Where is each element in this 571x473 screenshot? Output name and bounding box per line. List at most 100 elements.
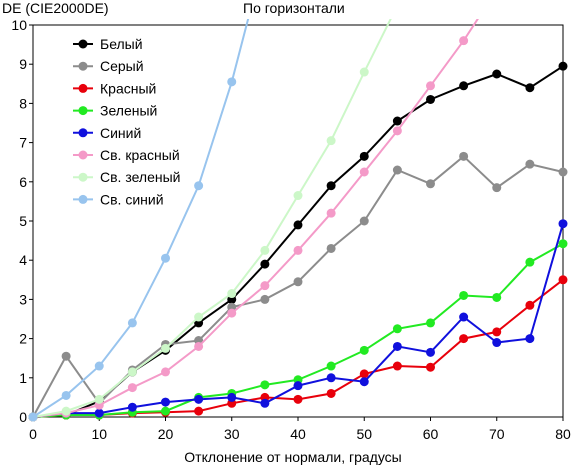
data-point	[326, 373, 336, 383]
data-point	[426, 318, 435, 328]
data-point	[260, 398, 270, 408]
data-point	[94, 394, 104, 404]
data-point	[558, 219, 568, 229]
data-point	[94, 408, 104, 418]
data-point	[227, 77, 237, 87]
data-point	[127, 367, 137, 377]
legend-label: Св. синий	[100, 191, 164, 207]
plot-area	[28, 1, 568, 422]
y-axis-label: DE (CIE2000DE)	[2, 0, 109, 16]
data-point	[326, 361, 336, 371]
data-point	[161, 367, 170, 377]
data-point	[127, 318, 137, 328]
x-tick-label: 10	[91, 426, 107, 442]
data-point	[393, 1, 402, 10]
x-tick-label: 40	[290, 426, 306, 442]
y-tick-label: 0	[19, 409, 27, 425]
data-point	[426, 362, 435, 372]
data-point	[392, 341, 402, 351]
data-point	[194, 341, 204, 351]
legend-marker	[78, 61, 88, 71]
chart-title: По горизонтали	[243, 0, 345, 16]
data-point	[293, 220, 303, 230]
data-point	[127, 402, 137, 412]
data-point	[392, 165, 402, 175]
data-point	[326, 181, 336, 191]
data-point	[61, 390, 71, 400]
x-tick-label: 60	[423, 426, 439, 442]
data-point	[161, 406, 170, 416]
data-point	[194, 394, 204, 404]
y-tick-label: 1	[19, 370, 27, 386]
data-point	[127, 383, 137, 393]
data-point	[260, 294, 270, 304]
data-point	[260, 259, 270, 269]
data-point	[359, 151, 369, 161]
data-point	[293, 277, 303, 287]
data-point	[392, 116, 402, 126]
data-point	[161, 253, 170, 263]
data-point	[492, 327, 502, 337]
data-point	[459, 81, 469, 91]
y-tick-label: 5	[19, 213, 27, 229]
y-tick-label: 4	[19, 252, 27, 268]
data-point	[525, 334, 535, 344]
data-point	[426, 81, 435, 91]
data-point	[293, 191, 303, 201]
data-point	[359, 216, 369, 226]
data-point	[392, 324, 402, 334]
x-tick-label: 50	[356, 426, 372, 442]
data-point	[558, 239, 568, 249]
y-tick-label: 10	[11, 17, 27, 33]
series-line	[32, 19, 250, 418]
legend-marker	[78, 172, 88, 182]
legend-marker	[78, 150, 88, 160]
x-axis-label: Отклонение от нормали, градусы	[184, 449, 401, 465]
data-point	[359, 369, 369, 379]
legend-label: Серый	[100, 58, 144, 74]
data-point	[260, 245, 270, 255]
data-point	[161, 397, 170, 407]
data-point	[459, 334, 469, 344]
data-point	[359, 67, 369, 77]
legend-label: Белый	[100, 36, 143, 52]
data-point	[326, 243, 336, 253]
legend-label: Синий	[100, 125, 141, 141]
series-line	[32, 19, 392, 418]
data-point	[459, 312, 469, 322]
legend-marker	[78, 128, 88, 138]
data-point	[359, 377, 369, 387]
data-point	[359, 167, 369, 177]
x-tick-label: 70	[489, 426, 505, 442]
x-tick-label: 30	[224, 426, 240, 442]
data-point	[194, 406, 204, 416]
data-point	[260, 281, 270, 291]
y-tick-label: 3	[19, 291, 27, 307]
legend-label: Св. зеленый	[100, 169, 180, 185]
legend-label: Зеленый	[100, 103, 157, 119]
data-point	[326, 208, 336, 218]
data-point	[161, 343, 170, 353]
data-point	[492, 338, 502, 348]
data-point	[525, 257, 535, 267]
x-tick-label: 80	[555, 426, 571, 442]
legend-label: Св. красный	[100, 147, 180, 163]
legend-marker	[78, 83, 88, 93]
data-point	[525, 83, 535, 93]
legend-marker	[78, 106, 88, 116]
x-tick-label: 0	[29, 426, 37, 442]
data-point	[426, 94, 435, 104]
data-point	[426, 179, 435, 189]
data-point	[326, 388, 336, 398]
y-tick-label: 8	[19, 95, 27, 111]
y-tick-label: 6	[19, 174, 27, 190]
y-tick-label: 2	[19, 331, 27, 347]
data-point	[459, 151, 469, 161]
data-point	[260, 380, 270, 390]
data-point	[392, 126, 402, 136]
series-line	[32, 65, 564, 418]
y-tick-label: 7	[19, 135, 27, 151]
data-point	[558, 167, 568, 177]
